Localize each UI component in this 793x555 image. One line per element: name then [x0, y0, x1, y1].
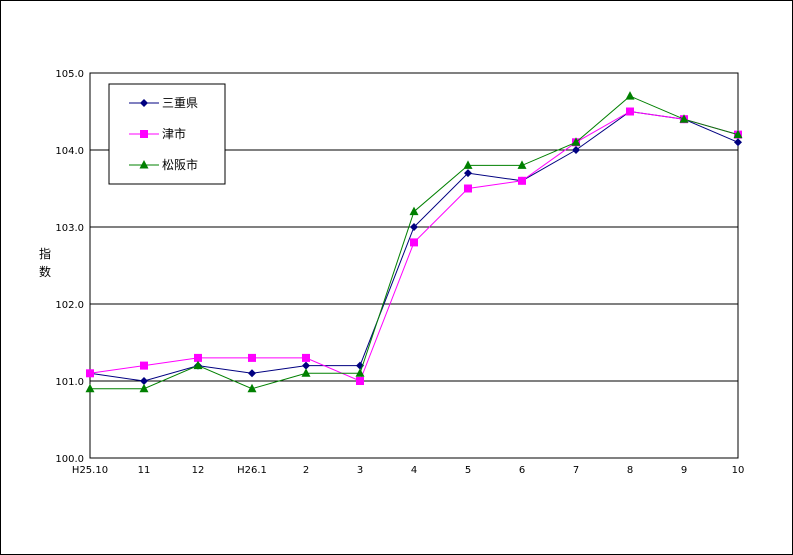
- data-point-marker: [248, 369, 256, 378]
- x-tick-label: 11: [138, 465, 151, 476]
- plot-area: [89, 72, 739, 459]
- data-point-marker: [463, 160, 473, 169]
- data-point-marker: [517, 160, 527, 169]
- y-axis-label-char: 指: [39, 246, 51, 261]
- data-point-marker: [410, 223, 418, 231]
- data-point-marker: [409, 206, 419, 216]
- legend-label: 津市: [162, 126, 186, 141]
- gridlines: [90, 149, 738, 382]
- series-3: [85, 91, 743, 393]
- data-point-marker: [302, 361, 310, 370]
- data-point-marker: [356, 377, 364, 385]
- data-point-marker: [139, 383, 149, 393]
- y-tick-label: 102.0: [55, 300, 84, 311]
- y-tick-labels: 100.0 101.0 102.0 103.0 104.0 105.0: [55, 69, 84, 465]
- x-tick-label: H25.10: [72, 465, 108, 476]
- data-point-marker: [140, 130, 148, 138]
- data-point-marker: [139, 160, 149, 169]
- x-tick-label: 2: [303, 465, 309, 476]
- x-tick-label: 4: [411, 465, 417, 476]
- y-axis-label-char: 数: [39, 264, 51, 279]
- data-point-marker: [410, 238, 418, 247]
- x-tick-label: 9: [681, 465, 687, 476]
- data-point-marker: [86, 369, 94, 378]
- data-point-marker: [626, 107, 634, 116]
- data-point-marker: [193, 360, 203, 370]
- y-tick-label: 101.0: [55, 377, 84, 388]
- data-point-marker: [518, 176, 526, 185]
- y-tick-label: 100.0: [55, 454, 84, 465]
- y-axis-label: 指数: [39, 246, 51, 279]
- data-point-marker: [572, 146, 580, 154]
- y-tick-label: 104.0: [55, 146, 84, 157]
- x-tick-label: H26.1: [237, 465, 267, 476]
- legend-item: 三重県: [129, 96, 198, 110]
- legend-label: 松阪市: [162, 157, 198, 172]
- x-tick-label: 3: [357, 465, 363, 476]
- x-tick-labels: H25.10 11 12 H26.1 2 3 4 5 6 7 8 9 10: [72, 465, 744, 476]
- x-tick-label: 12: [192, 465, 205, 476]
- legend-item: 松阪市: [129, 157, 198, 172]
- data-point-marker: [247, 383, 257, 393]
- data-point-marker: [464, 184, 472, 193]
- data-point-marker: [140, 361, 148, 370]
- legend-item: 津市: [129, 126, 186, 141]
- data-point-marker: [140, 377, 148, 385]
- data-point-marker: [194, 353, 202, 362]
- data-point-marker: [140, 99, 148, 107]
- data-point-marker: [464, 169, 472, 178]
- x-tick-label: 8: [627, 465, 633, 476]
- legend-box: [108, 83, 226, 185]
- data-point-marker: [85, 383, 95, 393]
- data-point-marker: [625, 91, 635, 100]
- data-point-marker: [571, 137, 581, 146]
- data-point-marker: [733, 129, 743, 139]
- data-point-marker: [679, 114, 689, 123]
- x-tick-label: 5: [465, 465, 471, 476]
- x-tick-label: 10: [732, 465, 745, 476]
- series-group: [85, 91, 743, 393]
- data-point-marker: [248, 353, 256, 362]
- data-point-marker: [734, 138, 742, 147]
- legend-label: 三重県: [162, 96, 198, 110]
- x-tick-label: 6: [519, 465, 525, 476]
- data-point-marker: [301, 368, 311, 377]
- y-tick-label: 103.0: [55, 223, 84, 234]
- x-tick-label: 7: [573, 465, 579, 476]
- data-point-marker: [355, 368, 365, 377]
- y-tick-label: 105.0: [55, 69, 84, 80]
- data-point-marker: [302, 353, 310, 362]
